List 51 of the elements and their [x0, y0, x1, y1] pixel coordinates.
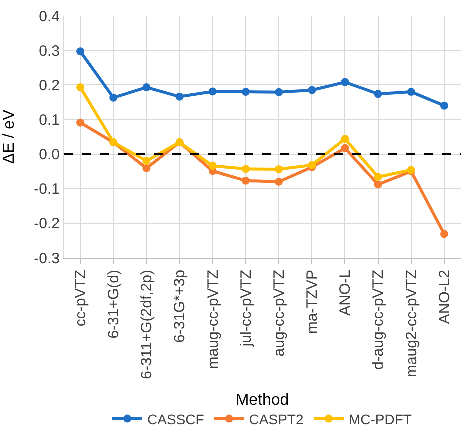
y-tick-label: 0.1 — [39, 112, 60, 129]
point — [242, 165, 250, 174]
point — [308, 86, 316, 94]
x-tick-label: ANO-L2 — [436, 270, 454, 324]
point — [76, 118, 85, 127]
point — [275, 88, 284, 96]
point — [142, 164, 151, 172]
y-axis-title: ΔE / eV — [1, 110, 18, 164]
y-tick-label: 0.4 — [39, 8, 60, 26]
x-tick-label: maug2-cc-pVTZ — [403, 270, 420, 378]
point — [440, 230, 448, 238]
point — [76, 48, 85, 56]
point — [374, 90, 382, 98]
x-tick-label: 6-31+G(d) — [106, 270, 123, 339]
point — [374, 180, 382, 189]
x-tick-label: ANO-L — [337, 270, 354, 316]
x-tick-label: 6-311+G(2df,2p) — [138, 270, 156, 380]
x-tick-label: ma-TZVP — [304, 270, 322, 334]
point — [341, 135, 350, 144]
point — [341, 144, 350, 152]
x-tick-label: 6-31G*+3p — [172, 270, 189, 343]
point — [176, 92, 184, 101]
point — [440, 102, 448, 110]
y-tick-label: 0.0 — [39, 146, 60, 164]
y-tick-label: -0.2 — [34, 216, 60, 233]
x-tick-label: maug-cc-pVTZ — [204, 270, 222, 370]
point — [275, 166, 284, 174]
legend-label: CASSCF — [148, 411, 204, 428]
legend-label: MC-PDFT — [348, 411, 412, 428]
legend-label: CASPT2 — [249, 411, 304, 428]
point — [142, 157, 151, 166]
y-tick-label: -0.3 — [34, 250, 60, 268]
y-tick-label: -0.1 — [34, 181, 60, 198]
point — [110, 94, 118, 102]
x-tick-label: aug-cc-pVTZ — [270, 270, 288, 357]
x-tick-label: cc-pVTZ — [72, 270, 90, 327]
point — [242, 88, 250, 96]
point — [76, 84, 85, 92]
y-tick-label: 0.3 — [39, 42, 60, 60]
point — [142, 84, 151, 92]
point — [208, 162, 217, 170]
point — [341, 78, 350, 86]
y-tick-label: 0.2 — [39, 77, 60, 94]
x-axis-title: Method — [236, 392, 290, 410]
point — [208, 88, 217, 96]
point — [374, 173, 382, 182]
point — [407, 88, 416, 96]
point — [275, 178, 284, 186]
x-tick-label: jul-cc-pVTZ — [238, 270, 255, 348]
x-tick-label: d-aug-cc-pVTZ — [370, 270, 388, 370]
point — [242, 176, 250, 185]
